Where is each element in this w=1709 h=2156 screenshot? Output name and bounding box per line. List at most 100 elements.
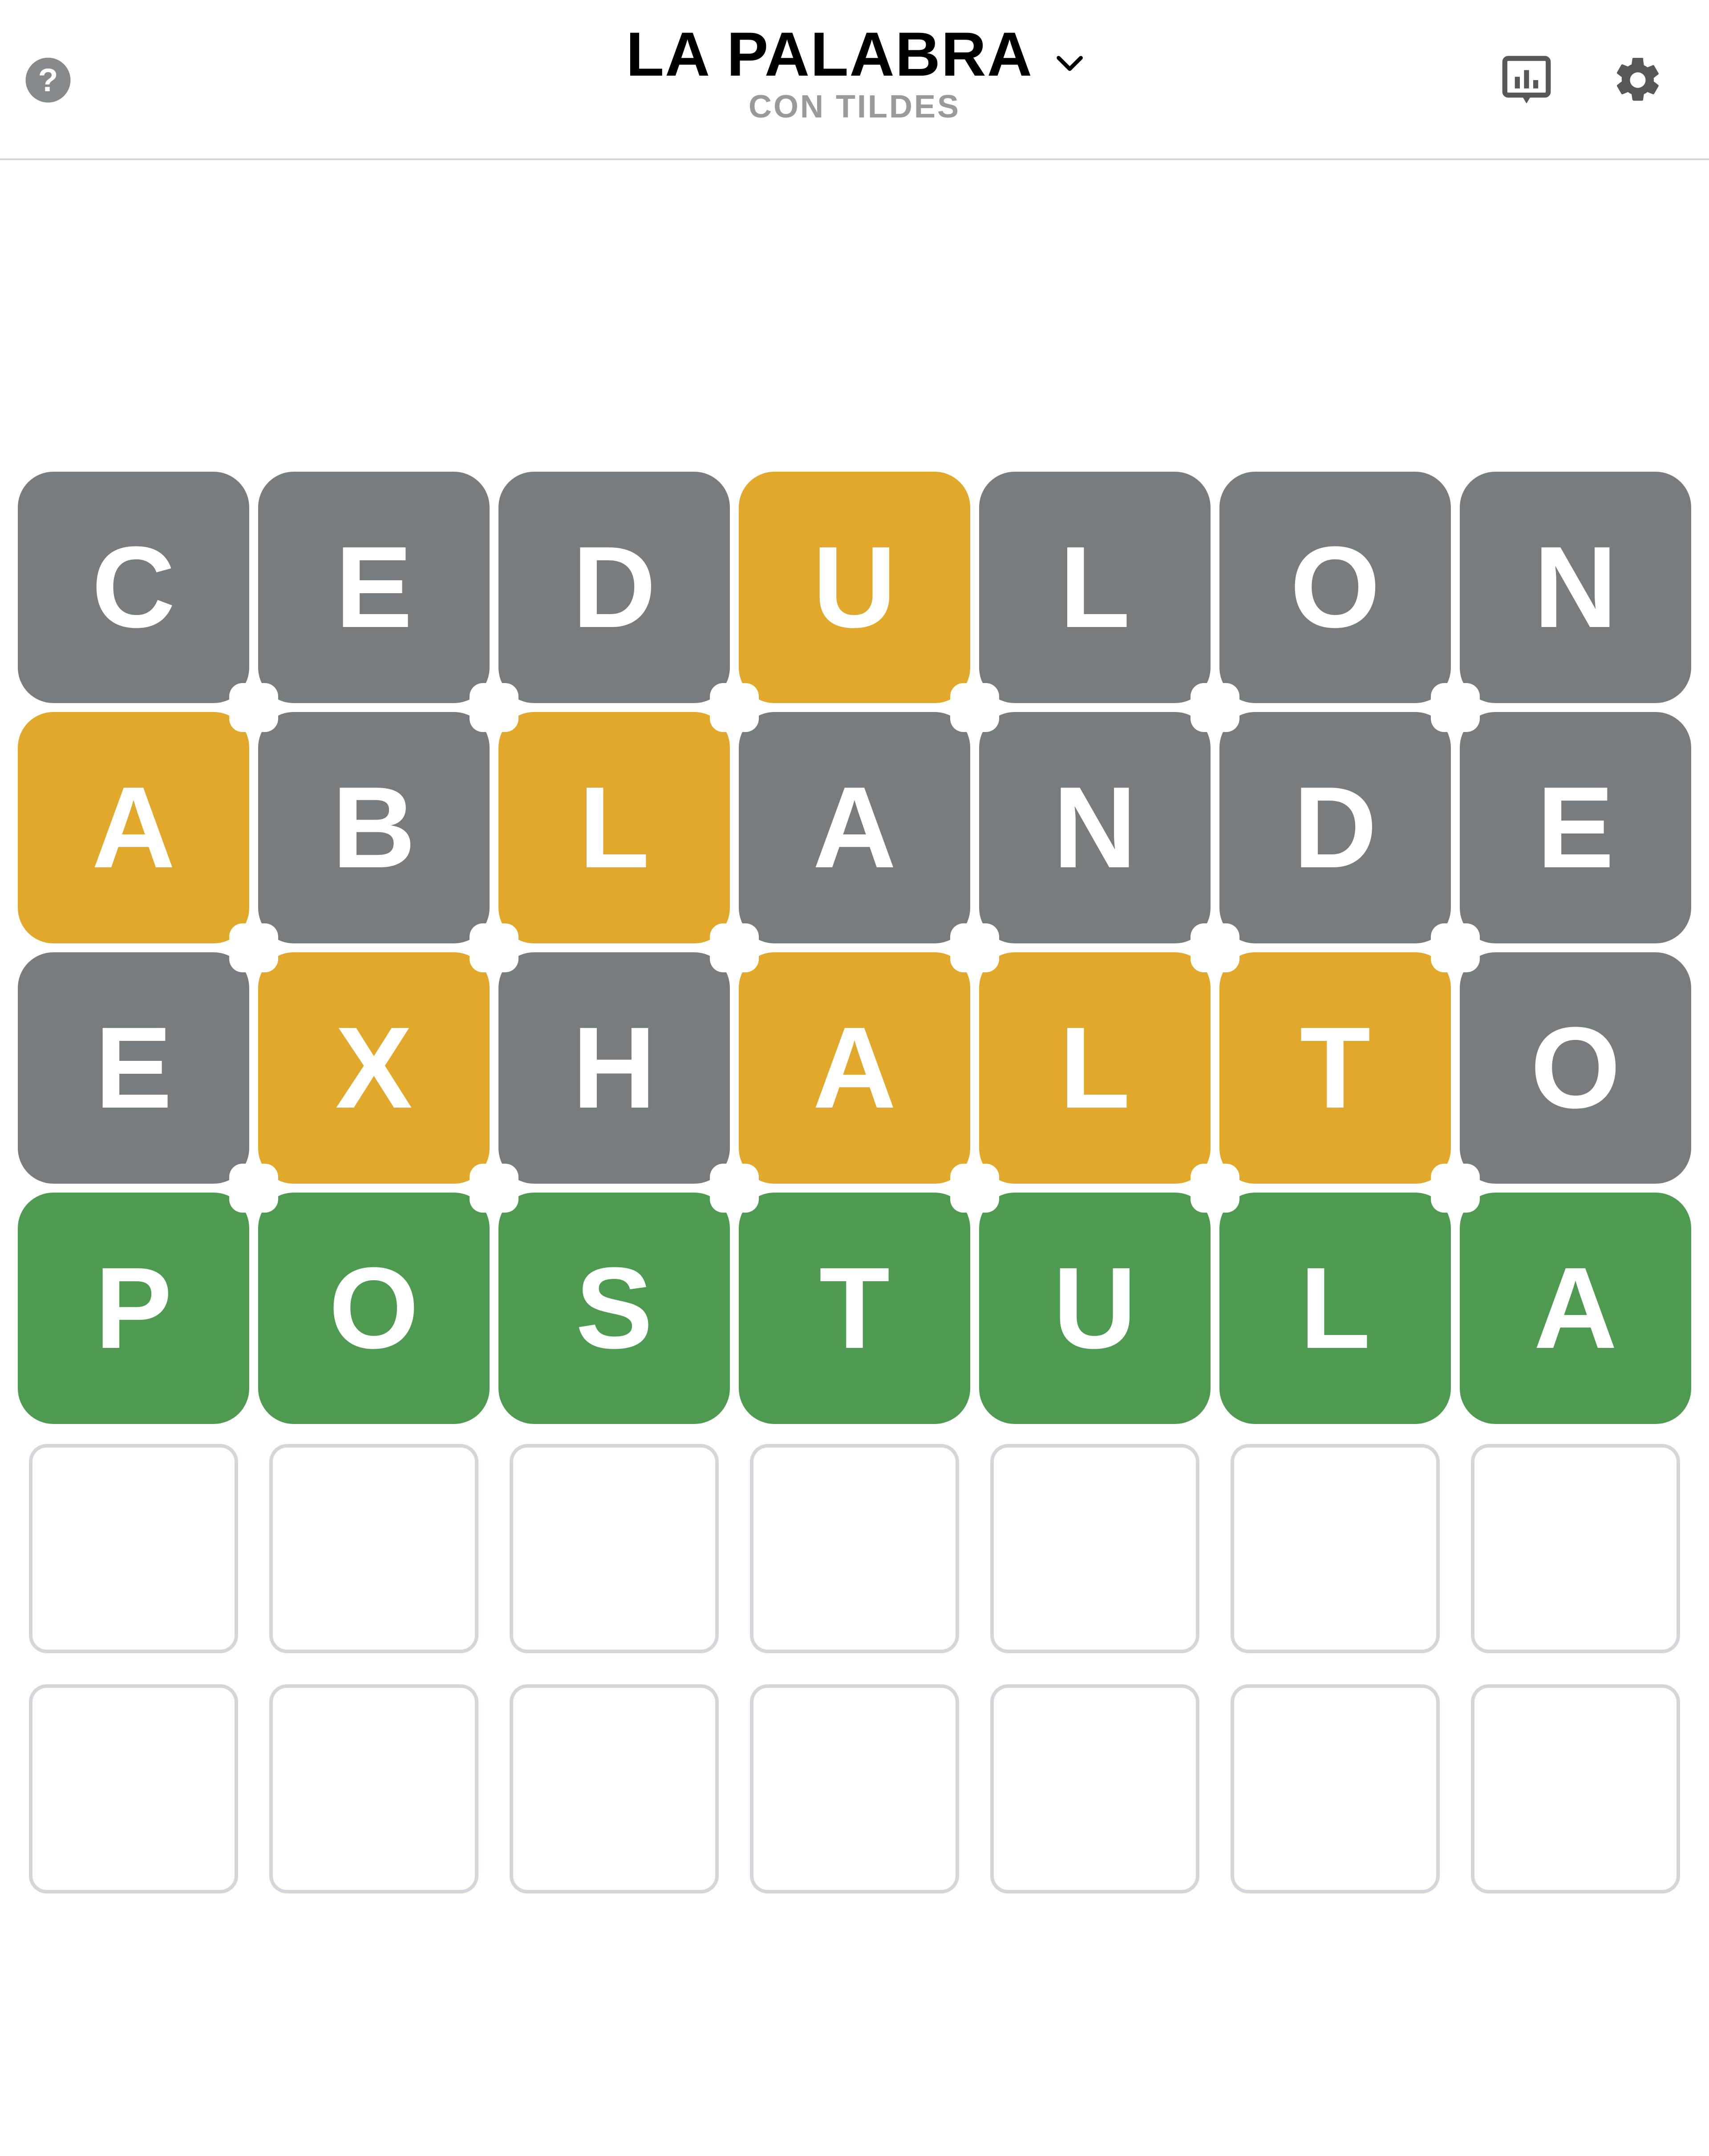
tile-empty — [990, 1684, 1199, 1893]
tile-empty — [990, 1444, 1199, 1653]
tile-letter: O — [1290, 530, 1380, 645]
tile-peg — [1191, 683, 1239, 732]
tile-letter: A — [92, 770, 175, 886]
tile-letter: E — [1537, 770, 1614, 886]
tile-letter: U — [1053, 1250, 1137, 1366]
tile-present: L — [979, 952, 1211, 1184]
board-container: CEDULONABLANDEEXHALTOPOSTULA — [0, 472, 1709, 1905]
tile-absent: A — [739, 712, 970, 943]
tile-letter: A — [813, 770, 896, 886]
gear-icon — [1611, 53, 1664, 107]
tile-peg — [470, 1164, 518, 1213]
tile-letter: B — [332, 770, 416, 886]
header: ? LA PALABRA CON TILDES — [0, 0, 1709, 160]
tile-empty — [750, 1684, 959, 1893]
tile-empty — [1231, 1684, 1440, 1893]
tile-empty — [269, 1444, 478, 1653]
tile-letter: L — [1060, 1010, 1130, 1126]
tile-absent: E — [1460, 712, 1691, 943]
tile-peg — [470, 923, 518, 972]
tile-letter: O — [1531, 1010, 1620, 1126]
tile-absent: H — [498, 952, 730, 1184]
tile-letter: T — [819, 1250, 890, 1366]
page-title: LA PALABRA — [626, 21, 1033, 87]
title-block[interactable]: LA PALABRA CON TILDES — [626, 21, 1083, 124]
tile-letter: A — [1534, 1250, 1617, 1366]
tile-empty — [1471, 1684, 1680, 1893]
tile-absent: E — [258, 472, 490, 703]
tile-empty — [750, 1444, 959, 1653]
tile-correct: O — [258, 1193, 490, 1424]
game-board: CEDULONABLANDEEXHALTOPOSTULA — [18, 472, 1691, 1905]
tile-correct: P — [18, 1193, 249, 1424]
tile-peg — [1191, 923, 1239, 972]
tile-peg — [1431, 683, 1480, 732]
tile-peg — [710, 1164, 759, 1213]
tile-peg — [229, 1164, 278, 1213]
tile-absent: D — [498, 472, 730, 703]
tile-correct: T — [739, 1193, 970, 1424]
help-button[interactable]: ? — [21, 53, 75, 107]
tile-present: X — [258, 952, 490, 1184]
tile-peg — [710, 683, 759, 732]
tile-absent: N — [979, 712, 1211, 943]
tile-correct: S — [498, 1193, 730, 1424]
tile-letter: L — [579, 770, 650, 886]
tile-peg — [1431, 1164, 1480, 1213]
page-subtitle: CON TILDES — [626, 90, 1083, 124]
tile-letter: T — [1300, 1010, 1371, 1126]
tile-present: L — [498, 712, 730, 943]
tile-peg — [229, 683, 278, 732]
tile-letter: S — [575, 1250, 652, 1366]
tile-absent: O — [1460, 952, 1691, 1184]
tile-letter: N — [1053, 770, 1137, 886]
tile-peg — [1191, 1164, 1239, 1213]
tile-absent: L — [979, 472, 1211, 703]
svg-text:?: ? — [38, 62, 58, 98]
tile-letter: A — [813, 1010, 896, 1126]
tile-empty — [1471, 1444, 1680, 1653]
tile-letter: E — [95, 1010, 172, 1126]
tile-peg — [1431, 923, 1480, 972]
tile-letter: X — [335, 1010, 412, 1126]
tile-correct: L — [1219, 1193, 1451, 1424]
tile-peg — [470, 683, 518, 732]
tile-absent: D — [1219, 712, 1451, 943]
tile-empty — [510, 1684, 719, 1893]
chevron-down-icon — [1056, 56, 1083, 76]
help-icon: ? — [24, 56, 73, 105]
tile-peg — [950, 1164, 999, 1213]
tile-letter: D — [1293, 770, 1377, 886]
tile-correct: U — [979, 1193, 1211, 1424]
tile-empty — [269, 1684, 478, 1893]
tile-letter: C — [92, 530, 175, 645]
tile-letter: H — [572, 1010, 656, 1126]
tile-present: A — [739, 952, 970, 1184]
tile-peg — [950, 683, 999, 732]
tile-absent: B — [258, 712, 490, 943]
tile-absent: O — [1219, 472, 1451, 703]
tile-peg — [229, 923, 278, 972]
tile-absent: C — [18, 472, 249, 703]
tile-letter: E — [335, 530, 412, 645]
tile-empty — [29, 1444, 238, 1653]
tile-absent: N — [1460, 472, 1691, 703]
tile-letter: L — [1300, 1250, 1371, 1366]
tile-present: T — [1219, 952, 1451, 1184]
tile-peg — [710, 923, 759, 972]
stats-icon — [1500, 53, 1553, 107]
tile-present: A — [18, 712, 249, 943]
tile-empty — [510, 1444, 719, 1653]
tile-correct: A — [1460, 1193, 1691, 1424]
settings-button[interactable] — [1611, 53, 1664, 107]
stats-button[interactable] — [1500, 53, 1553, 107]
tile-present: U — [739, 472, 970, 703]
tile-letter: O — [329, 1250, 419, 1366]
tile-letter: P — [95, 1250, 172, 1366]
tile-absent: E — [18, 952, 249, 1184]
tile-empty — [1231, 1444, 1440, 1653]
tile-letter: L — [1060, 530, 1130, 645]
tile-letter: U — [813, 530, 896, 645]
tile-peg — [950, 923, 999, 972]
tile-empty — [29, 1684, 238, 1893]
